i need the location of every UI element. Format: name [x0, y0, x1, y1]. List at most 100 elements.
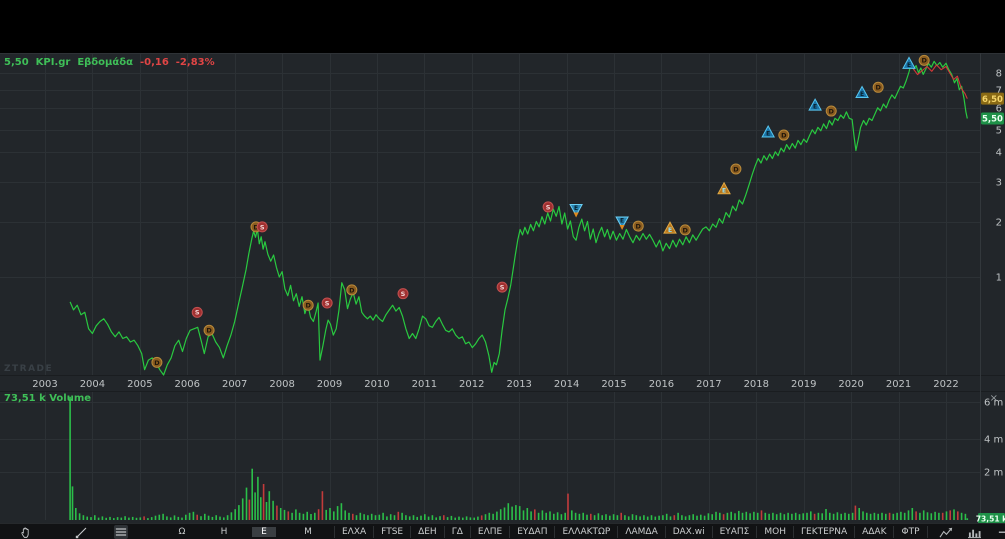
symbol-tab-ΔΕΗ[interactable]: ΔΕΗ	[410, 526, 444, 538]
svg-text:2004: 2004	[80, 379, 105, 390]
x-axis-year-labels: 2003 2004 2005 2006 2007 2008 2009 2010 2011 2012…	[32, 379, 958, 390]
symbol-tab-FTSE[interactable]: FTSE	[373, 526, 410, 538]
svg-text:D: D	[349, 286, 355, 294]
svg-text:3: 3	[996, 178, 1002, 189]
svg-text:2007: 2007	[222, 379, 247, 390]
svg-text:D: D	[921, 57, 927, 65]
svg-text:D: D	[636, 222, 642, 230]
event-marker-S[interactable]: S	[321, 297, 333, 309]
event-marker-D[interactable]: D	[203, 324, 215, 336]
bar-chart-style-icon[interactable]	[966, 525, 984, 539]
event-marker-D[interactable]: D	[918, 54, 930, 66]
svg-text:2008: 2008	[269, 379, 294, 390]
svg-text:2005: 2005	[127, 379, 152, 390]
event-marker-D[interactable]: D	[151, 356, 163, 368]
event-marker-S[interactable]: S	[542, 201, 554, 213]
symbol-tab-ΕΛΠΕ[interactable]: ΕΛΠΕ	[469, 526, 509, 538]
event-marker-E[interactable]: E	[761, 124, 775, 138]
event-marker-D[interactable]: D	[346, 284, 358, 296]
svg-text:E: E	[620, 218, 624, 225]
symbol-tab-DAX.wi[interactable]: DAX.wi	[664, 526, 712, 538]
symbol-tab-ΦΤΡ[interactable]: ΦΤΡ	[893, 526, 928, 538]
timeframe-button-Η[interactable]: Η	[220, 527, 228, 537]
symbol-tab-ΕΛΧΑ[interactable]: ΕΛΧΑ	[334, 526, 373, 538]
line-chart-style-icon[interactable]	[938, 525, 956, 539]
event-marker-D[interactable]: D	[679, 224, 691, 236]
svg-text:5: 5	[996, 126, 1002, 137]
svg-text:2014: 2014	[554, 379, 579, 390]
svg-text:6: 6	[996, 104, 1002, 115]
event-marker-D[interactable]: D	[825, 105, 837, 117]
svg-text:2012: 2012	[459, 379, 484, 390]
svg-text:D: D	[875, 84, 881, 92]
event-marker-D[interactable]: D	[302, 299, 314, 311]
draw-line-tool-button[interactable]	[75, 525, 88, 539]
svg-text:S: S	[401, 290, 406, 298]
zoom-out-button[interactable]: −	[997, 525, 1005, 539]
svg-text:2017: 2017	[696, 379, 721, 390]
symbol-tab-ΕΛΛΑΚΤΩΡ[interactable]: ΕΛΛΑΚΤΩΡ	[554, 526, 617, 538]
svg-text:E: E	[813, 104, 817, 111]
symbol-tab-ΕΥΔΑΠ[interactable]: ΕΥΔΑΠ	[509, 526, 554, 538]
svg-text:5,50: 5,50	[982, 115, 1003, 125]
svg-text:2019: 2019	[791, 379, 816, 390]
event-marker-S[interactable]: S	[256, 221, 268, 233]
svg-text:2003: 2003	[32, 379, 57, 390]
event-marker-S[interactable]: S	[397, 288, 409, 300]
event-marker-S[interactable]: S	[191, 306, 203, 318]
timeframe-button-Μ[interactable]: Μ	[304, 527, 312, 537]
symbol-tab-ΓΔ[interactable]: ΓΔ	[443, 526, 470, 538]
svg-text:7: 7	[996, 86, 1002, 97]
watchlist-toggle-button[interactable]	[114, 525, 128, 539]
event-marker-T[interactable]: E	[717, 181, 731, 195]
svg-text:D: D	[829, 107, 835, 115]
svg-text:8: 8	[996, 69, 1002, 80]
svg-text:D: D	[781, 131, 787, 139]
last-price-badge: 5,50	[981, 112, 1004, 125]
symbol-tab-ΓΕΚΤΕΡΝΑ[interactable]: ΓΕΚΤΕΡΝΑ	[793, 526, 854, 538]
svg-text:E: E	[668, 227, 672, 234]
svg-text:2006: 2006	[175, 379, 200, 390]
svg-text:2021: 2021	[886, 379, 911, 390]
event-marker-D[interactable]: D	[872, 81, 884, 93]
event-marker-E[interactable]: E	[855, 85, 869, 99]
event-marker-T[interactable]: E	[663, 221, 677, 234]
event-marker-D[interactable]: D	[778, 129, 790, 141]
volume-close-button[interactable]: ×	[990, 393, 998, 404]
svg-text:4: 4	[996, 148, 1002, 159]
pan-tool-button[interactable]	[20, 525, 33, 539]
svg-text:E: E	[860, 91, 864, 98]
symbol-tab-ΛΑΜΔΑ[interactable]: ΛΑΜΔΑ	[617, 526, 664, 538]
svg-text:S: S	[546, 203, 551, 211]
svg-text:E: E	[766, 131, 770, 138]
svg-text:2022: 2022	[933, 379, 958, 390]
event-marker-E[interactable]: E	[902, 56, 916, 69]
timeframe-button-Ε[interactable]: Ε	[252, 527, 276, 537]
svg-text:E: E	[574, 205, 578, 212]
svg-text:S: S	[325, 299, 330, 307]
svg-text:S: S	[500, 284, 505, 292]
event-marker-P[interactable]: E	[569, 204, 583, 218]
timeframe-button-Ω[interactable]: Ω	[178, 527, 186, 537]
svg-text:D: D	[305, 302, 311, 310]
indicator-line	[912, 64, 968, 99]
svg-text:73,51 k: 73,51 k	[976, 515, 1005, 524]
svg-text:2010: 2010	[364, 379, 389, 390]
event-marker-D[interactable]: D	[632, 220, 644, 232]
symbol-tab-ΜΟΗ[interactable]: ΜΟΗ	[756, 526, 793, 538]
bottom-toolbar: Ω Η Ε Μ ΕΛΧΑ FTSE ΔΕΗ ΓΔ ΕΛΠΕ ΕΥΔΑΠ ΕΛΛΑΚΤΩΡ ΛΑΜΔΑ…	[0, 523, 1005, 539]
event-marker-E[interactable]: E	[808, 98, 822, 111]
event-marker-D[interactable]: D	[730, 163, 742, 175]
symbol-tab-ΑΔΑΚ[interactable]: ΑΔΑΚ	[854, 526, 893, 538]
event-marker-P[interactable]: E	[615, 216, 629, 230]
event-marker-S[interactable]: S	[496, 281, 508, 293]
price-line	[69, 60, 968, 376]
svg-text:2018: 2018	[744, 379, 769, 390]
symbol-tab-ΕΥΑΠΣ[interactable]: ΕΥΑΠΣ	[711, 526, 757, 538]
volume-axis-labels: ×6 m 4 m 2 m 73,51 k	[976, 393, 1005, 524]
svg-text:2013: 2013	[506, 379, 531, 390]
